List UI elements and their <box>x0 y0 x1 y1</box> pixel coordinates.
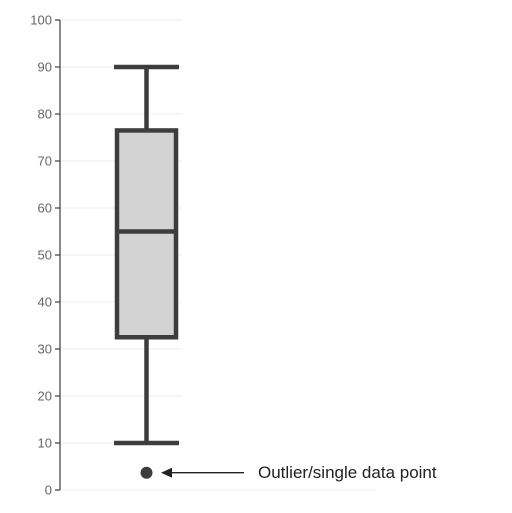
y-tick-label: 100 <box>30 13 52 28</box>
y-tick-label: 70 <box>38 154 52 169</box>
y-tick-label: 30 <box>38 342 52 357</box>
outlier-point <box>140 466 153 479</box>
annotation-label: Outlier/single data point <box>258 463 437 482</box>
y-tick-label: 40 <box>38 295 52 310</box>
y-tick-label: 10 <box>38 436 52 451</box>
y-tick-label: 80 <box>38 107 52 122</box>
y-tick-label: 50 <box>38 248 52 263</box>
annotation-arrowhead <box>161 467 172 478</box>
gridlines <box>60 19 376 491</box>
y-tick-label: 20 <box>38 389 52 404</box>
y-tick-label: 60 <box>38 201 52 216</box>
y-tick-label: 0 <box>45 483 52 498</box>
y-axis: 0 10 20 30 40 50 60 70 80 90 100 <box>30 13 61 498</box>
annotations: Outlier/single data point <box>161 463 437 482</box>
box-plot <box>114 64 179 479</box>
y-tick-label: 90 <box>38 60 52 75</box>
interquartile-box <box>114 128 179 340</box>
